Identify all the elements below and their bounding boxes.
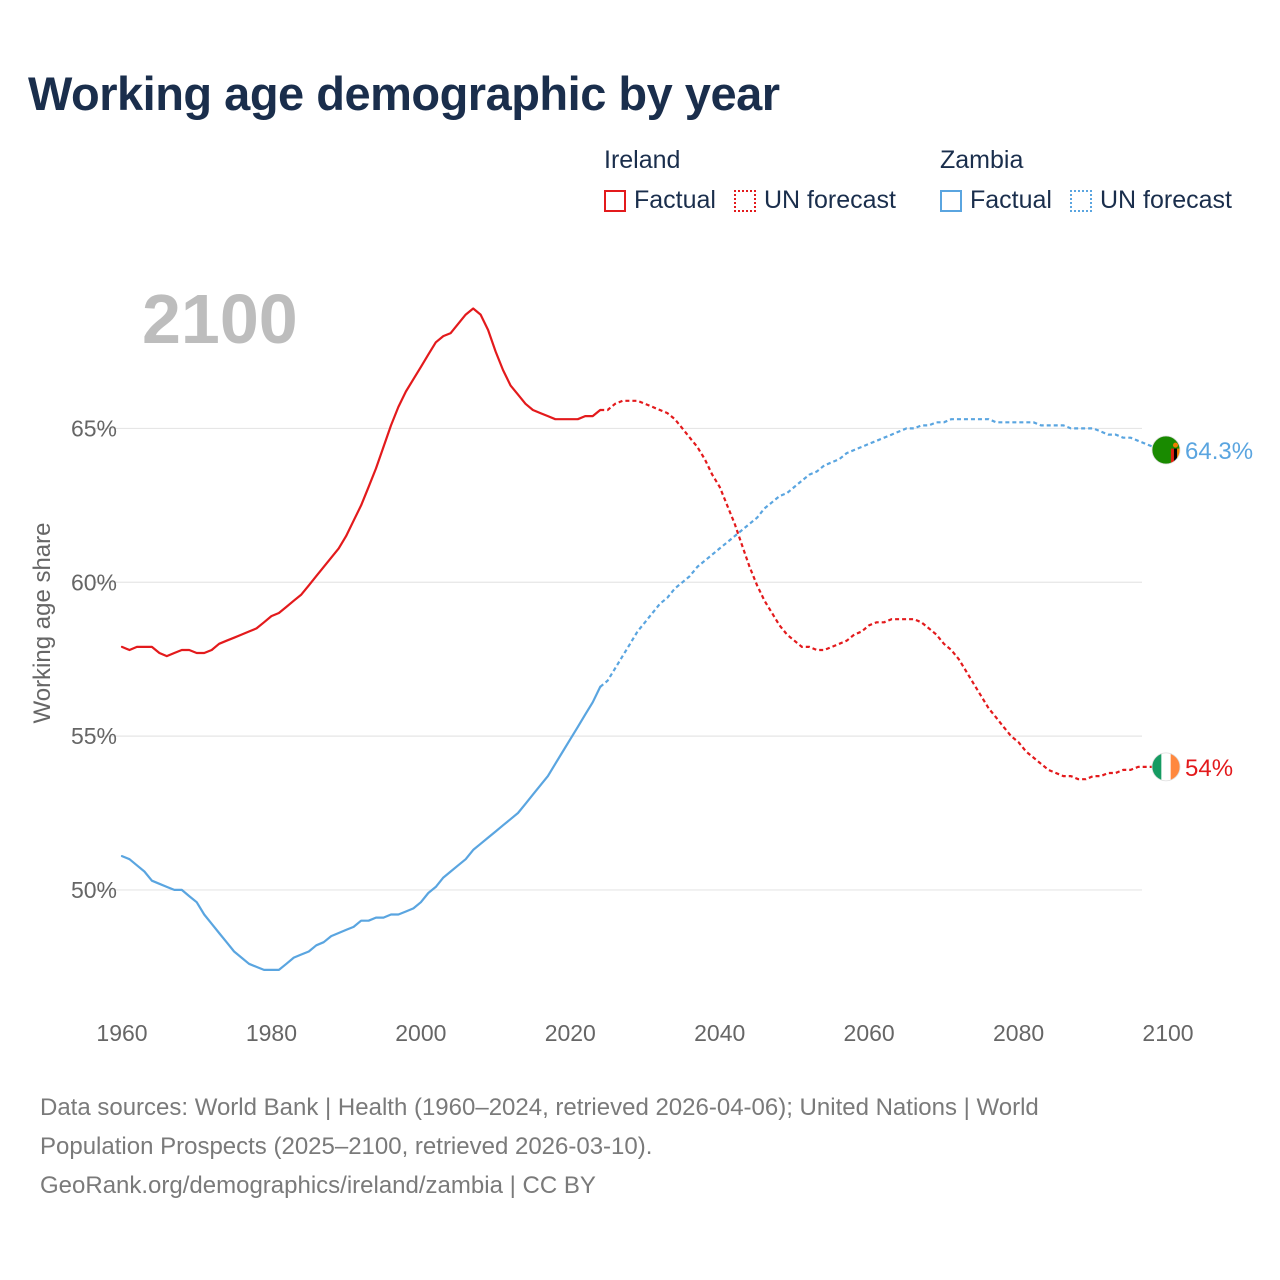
year-label: 2100 bbox=[142, 280, 298, 358]
series-lines bbox=[120, 307, 1169, 971]
chart-title: Working age demographic by year bbox=[28, 67, 780, 120]
legend-zambia: Zambia Factual UN forecast bbox=[940, 144, 1232, 215]
x-tick-label-2040: 2040 bbox=[694, 1020, 745, 1046]
x-tick-label-2020: 2020 bbox=[545, 1020, 596, 1046]
footer-link[interactable]: GeoRank.org/demographics/ireland/zambia … bbox=[40, 1172, 596, 1199]
legend-zambia-factual-swatch bbox=[940, 189, 962, 212]
zambia-factual-line bbox=[120, 685, 602, 971]
y-tick-label-65: 65% bbox=[71, 415, 117, 441]
footer-sources-line2: Population Prospects (2025–2100, retriev… bbox=[40, 1133, 653, 1160]
legend-zambia-factual-label: Factual bbox=[970, 186, 1052, 214]
x-axis-ticks: 1960 1980 2000 2020 2040 2060 2080 2100 bbox=[96, 1020, 1193, 1046]
x-tick-label-1960: 1960 bbox=[96, 1020, 147, 1046]
y-tick-label-55: 55% bbox=[71, 723, 117, 749]
ireland-flag-icon bbox=[1152, 752, 1180, 781]
x-tick-label-2000: 2000 bbox=[395, 1020, 446, 1046]
y-tick-label-50: 50% bbox=[71, 877, 117, 903]
x-tick-label-2100: 2100 bbox=[1142, 1020, 1193, 1046]
legend-ireland-factual-label: Factual bbox=[634, 186, 716, 214]
ireland-factual-line bbox=[120, 307, 602, 658]
legend-zambia-forecast-label: UN forecast bbox=[1099, 186, 1232, 214]
x-tick-label-1980: 1980 bbox=[246, 1020, 297, 1046]
ireland-forecast-line bbox=[600, 399, 1168, 781]
legend-zambia-name: Zambia bbox=[940, 146, 1024, 174]
legend-zambia-forecast-swatch bbox=[1069, 189, 1092, 212]
ireland-end-label: 54% bbox=[1185, 755, 1233, 782]
gridlines bbox=[95, 427, 1142, 891]
y-axis-title: Working age share bbox=[29, 523, 56, 724]
footer-sources-line1: Data sources: World Bank | Health (1960–… bbox=[40, 1094, 1039, 1121]
footer: Data sources: World Bank | Health (1960–… bbox=[40, 1088, 1240, 1205]
legend-ireland-factual-swatch bbox=[604, 189, 626, 212]
y-tick-label-60: 60% bbox=[71, 569, 117, 595]
y-axis-ticks: 50% 55% 60% 65% bbox=[71, 415, 117, 902]
x-tick-label-2080: 2080 bbox=[993, 1020, 1044, 1046]
legend-ireland: Ireland Factual UN forecast bbox=[604, 144, 896, 215]
legend-ireland-name: Ireland bbox=[604, 146, 681, 174]
legend-ireland-forecast-label: UN forecast bbox=[763, 186, 896, 214]
x-tick-label-2060: 2060 bbox=[844, 1020, 895, 1046]
end-markers: 54% 64.3% bbox=[1151, 435, 1253, 782]
zambia-forecast-line bbox=[599, 418, 1169, 688]
legend-ireland-forecast-swatch bbox=[733, 189, 756, 212]
zambia-end-label: 64.3% bbox=[1185, 438, 1253, 465]
line-chart: 2100 50% 55% 60% 65% 1960 1980 2000 2020 2040 20… bbox=[29, 280, 1253, 1046]
